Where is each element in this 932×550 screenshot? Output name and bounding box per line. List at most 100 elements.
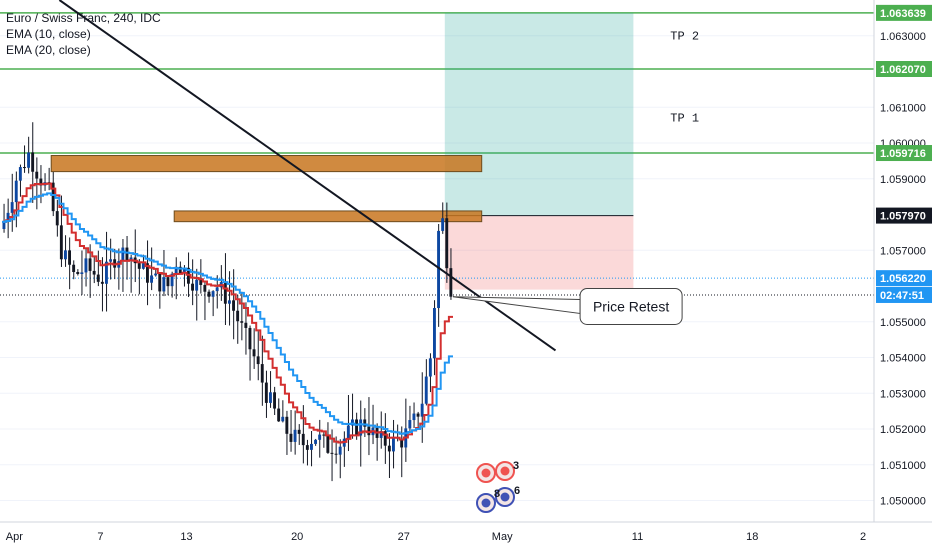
candle-body [322,434,326,436]
candle-body [260,364,264,383]
candle-body [355,419,358,436]
price-tick-label: 1.061000 [880,102,926,114]
event-badge-count: 6 [514,485,520,497]
candle-body [182,267,186,274]
price-tag-bg [876,286,932,303]
candle-body [248,327,252,350]
candle-body [437,230,440,309]
time-tick-label: 18 [746,531,758,543]
candle-body [141,263,145,269]
time-axis[interactable]: Apr 7 13 20 27 May 11 18 2 [6,531,866,543]
time-tick-label: 7 [97,531,103,543]
stop-zone [444,215,634,290]
candle-body [334,453,338,455]
candle-body [92,270,96,275]
candle-body [23,167,26,169]
price-tag-bg [876,270,932,287]
candle-body [162,277,166,292]
time-tick-label: 2 [860,531,866,543]
candle-body [207,291,211,297]
candle-body [330,452,334,454]
candle-body [178,266,182,274]
candle-body [174,266,178,274]
price-tick-label: 1.052000 [880,424,926,436]
candle-body [293,429,297,442]
grid [0,35,874,502]
price-tick-label: 1.053000 [880,388,926,400]
candle-body [84,258,88,273]
price-tag-label: 1.062070 [880,64,926,76]
candles [2,122,453,482]
candle-body [359,419,363,436]
candle-body [72,264,76,273]
event-badge-dot [481,468,491,478]
downtrend-line [58,0,557,352]
price-retest-label: Price Retest [593,298,669,314]
candle-body [289,433,293,442]
event-badges[interactable]: 3 8 6 [476,460,520,513]
ema-lines [2,182,453,444]
drawings [0,12,874,296]
candle-body [35,171,39,179]
candle-body [223,282,227,304]
candle-body [273,392,276,409]
candle-body [100,281,104,284]
candle-body [232,300,235,311]
candle-body [420,403,424,417]
candle-body [146,263,149,283]
candle-body [240,321,244,323]
candle-body [64,250,67,260]
candle-body [252,349,256,357]
ema10-label[interactable]: EMA (10, close) [6,27,91,41]
candle-body [256,356,260,365]
event-badge-dot [481,498,491,508]
price-tick-label: 1.063000 [880,31,926,43]
time-tick-label: 27 [398,531,410,543]
price-tag-label: 1.063639 [880,8,926,20]
symbol-title[interactable]: Euro / Swiss Franc, 240, IDC [6,11,161,25]
candle-body [338,446,342,455]
candle-body [150,275,153,283]
price-tag-bg [876,4,932,21]
candle-body [105,261,108,284]
candle-body [154,273,158,276]
resistance-zone-1 [173,210,483,223]
price-axis[interactable]: 1.0630001.0610001.0600001.0590001.057000… [876,4,932,508]
price-tick-label: 1.051000 [880,460,926,472]
candle-body [367,426,371,436]
candle-body [2,221,6,230]
annotations: TP 2 TP 1 Price Retest [58,0,699,352]
candle-body [125,247,129,261]
price-tag-bg [876,145,932,162]
candle-body [441,218,445,231]
candle-body [68,250,71,265]
candle-body [277,408,281,422]
price-tag-label: 1.056220 [880,273,926,285]
resistance-zone-0 [50,155,483,173]
candle-body [351,419,354,426]
candle-body [326,434,330,453]
candle-body [424,376,428,404]
candle-body [408,420,412,429]
candle-body [428,358,432,377]
candle-body [10,202,14,213]
candle-body [228,300,231,304]
tp2-label: TP 2 [670,29,699,43]
candle-body [400,438,404,448]
candle-body [346,425,350,439]
candle-body [297,429,301,434]
price-tick-label: 1.050000 [880,496,926,508]
candle-body [314,439,317,444]
candle-body [236,310,240,322]
candle-body [318,434,322,440]
price-tick-label: 1.054000 [880,353,926,365]
event-badge-dot [500,492,510,502]
candle-body [158,273,162,292]
ema20-label[interactable]: EMA (20, close) [6,43,91,57]
candle-body [51,182,55,212]
price-tag-bg [876,207,932,224]
candle-body [412,413,416,421]
candle-body [129,257,133,261]
candle-body [244,322,248,328]
